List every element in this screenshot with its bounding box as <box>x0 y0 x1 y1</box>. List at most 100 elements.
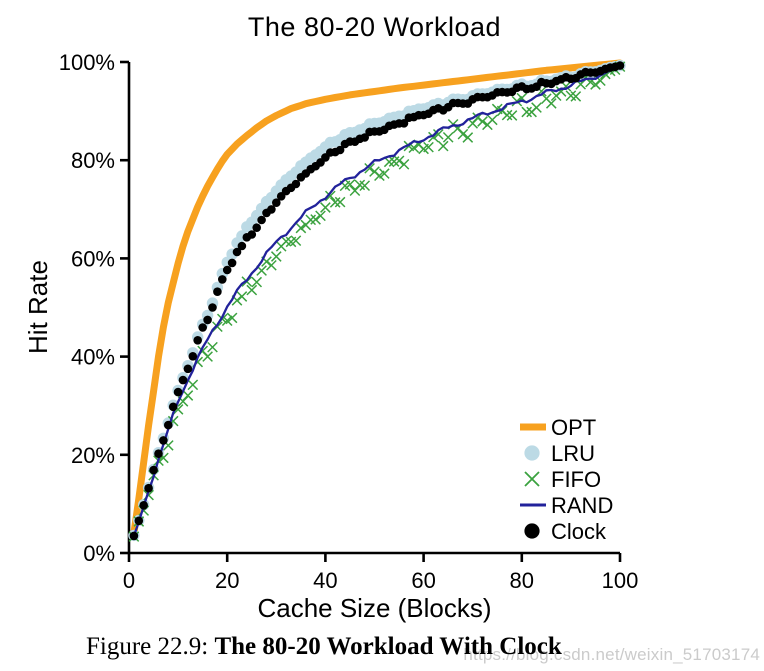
series-clock-marker <box>193 336 202 345</box>
series-fifo-marker <box>506 110 518 121</box>
series-fifo-marker <box>270 251 282 262</box>
series-fifo-marker <box>315 210 326 222</box>
y-tick-label: 40% <box>71 345 115 370</box>
series-clock-marker <box>291 179 301 189</box>
series-fifo-marker <box>305 214 317 226</box>
series-fifo-marker <box>398 158 410 170</box>
series-fifo-marker <box>226 312 238 324</box>
series-opt-line <box>130 59 624 537</box>
series-clock-marker <box>188 352 198 361</box>
series-clock-marker <box>335 145 345 155</box>
x-tick-label: 80 <box>510 568 534 593</box>
series-fifo-marker <box>545 98 557 109</box>
series-clock-marker <box>164 420 173 430</box>
series-fifo-marker <box>531 102 542 113</box>
y-tick-label: 80% <box>71 148 115 173</box>
series-fifo-marker <box>329 197 341 208</box>
legend-label-rand: RAND <box>551 493 613 518</box>
caption-prefix: Figure 22.9: <box>86 633 215 660</box>
series-clock <box>129 61 625 541</box>
series-fifo-marker <box>521 106 533 118</box>
series-fifo-marker <box>295 222 307 234</box>
series-fifo-marker <box>486 114 498 126</box>
x-tick-label: 20 <box>215 568 239 593</box>
legend-swatch-opt <box>520 423 546 431</box>
series-clock-marker <box>237 241 247 251</box>
series-clock-marker <box>159 436 168 445</box>
series-clock-marker <box>222 265 232 275</box>
caption-bold-text: The 80-20 Workload With Clock <box>214 633 562 660</box>
y-tick-label: 100% <box>59 50 115 75</box>
legend-label-opt: OPT <box>551 415 596 440</box>
legend-item-rand: RAND <box>520 493 613 518</box>
series-fifo-marker <box>432 128 444 140</box>
series-clock-marker <box>218 275 227 284</box>
figure-caption: Figure 22.9: The 80-20 Workload With Clo… <box>86 633 562 661</box>
series-clock-marker <box>247 230 257 239</box>
series-clock-marker <box>267 205 276 214</box>
series-fifo-marker <box>457 128 469 140</box>
series-clock-marker <box>232 247 242 257</box>
legend-swatch-clock <box>524 523 540 539</box>
x-tick-label: 40 <box>313 568 337 593</box>
series-fifo-marker <box>590 79 601 90</box>
series-clock-marker <box>183 364 193 374</box>
series-clock-marker <box>154 449 163 459</box>
series-fifo-marker <box>383 156 395 168</box>
legend-item-clock: Clock <box>524 519 607 544</box>
series-fifo-marker <box>501 109 513 121</box>
series-fifo-marker <box>266 259 277 271</box>
series-clock-marker <box>134 516 144 526</box>
legend-item-opt: OPT <box>520 415 596 440</box>
series-fifo-marker <box>246 284 258 296</box>
series-fifo-marker <box>344 179 356 190</box>
y-tick-label: 60% <box>71 246 115 271</box>
series-fifo-marker <box>182 390 194 401</box>
series-fifo-marker <box>207 341 218 353</box>
legend-swatch-fifo <box>524 471 540 487</box>
series-clock-marker <box>173 387 183 397</box>
series-clock-marker <box>399 119 409 128</box>
legend-label-lru: LRU <box>551 441 595 466</box>
series-fifo-marker <box>187 379 199 391</box>
series-clock-marker <box>203 315 212 325</box>
series-clock-marker <box>168 402 178 412</box>
series-opt <box>130 59 624 537</box>
series-clock-marker <box>178 375 188 385</box>
series-fifo-marker <box>570 91 582 102</box>
series-fifo-marker <box>442 131 454 143</box>
chart-plot-area: 0% 20% 40% 60% 80% 100% 0 20 40 60 80 100 OPTLRUFIFO… <box>59 50 639 593</box>
x-axis-label: Cache Size (Blocks) <box>257 593 492 623</box>
series-fifo-marker <box>378 168 390 179</box>
series-fifo-marker <box>310 214 321 225</box>
x-tick-label: 100 <box>602 568 639 593</box>
series-fifo-marker <box>221 315 233 327</box>
series-clock-marker <box>129 531 139 541</box>
series-fifo-marker <box>462 132 474 143</box>
series-fifo-marker <box>359 180 371 192</box>
x-tick-label: 60 <box>411 568 435 593</box>
series-fifo-marker <box>251 276 263 288</box>
series-clock-marker <box>144 483 153 493</box>
series-clock-marker <box>360 133 370 142</box>
series-rand <box>132 64 622 538</box>
series-clock-marker <box>208 303 217 312</box>
series-clock-marker <box>257 215 266 225</box>
series-fifo-marker <box>423 141 434 153</box>
legend-swatch-lru <box>524 445 540 461</box>
series-clock-marker <box>227 258 237 268</box>
series-clock-marker <box>149 465 158 475</box>
watermark-text: https://blog.csdn.net/weixin_51703174 <box>463 645 760 664</box>
series-fifo-marker <box>320 202 331 213</box>
x-tick-label: 0 <box>123 568 135 593</box>
legend-swatch-rand <box>520 503 546 507</box>
series-clock-marker <box>615 61 625 70</box>
series-clock-marker <box>252 223 261 232</box>
y-tick-label: 20% <box>71 443 115 468</box>
series-fifo-marker <box>290 235 302 247</box>
chart-title: The 80-20 Workload <box>247 12 502 42</box>
series-clock-marker <box>272 198 281 207</box>
legend-item-fifo: FIFO <box>524 467 601 492</box>
series-fifo-marker <box>236 291 248 302</box>
